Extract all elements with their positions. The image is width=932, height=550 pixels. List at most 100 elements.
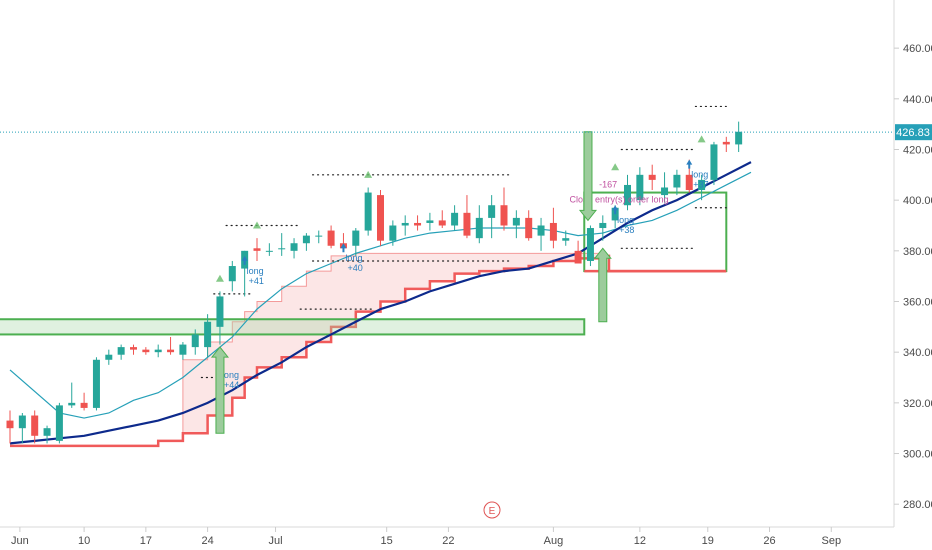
long-signal-arrow-icon: [686, 159, 693, 169]
candle-body[interactable]: [68, 402, 76, 406]
candle-body[interactable]: [204, 321, 212, 348]
candle-body[interactable]: [549, 222, 557, 241]
candle-body[interactable]: [537, 225, 545, 236]
signal-label: long: [345, 253, 362, 263]
candle-body[interactable]: [512, 217, 520, 226]
candle-body[interactable]: [525, 217, 533, 239]
triangle-marker-icon: [215, 274, 224, 282]
candle-body[interactable]: [167, 349, 175, 353]
candle-body[interactable]: [648, 174, 656, 180]
candle-body[interactable]: [302, 235, 310, 244]
y-tick-label: 340.00: [903, 347, 932, 359]
support-resistance-fills: [0, 191, 728, 448]
y-tick-label: 320.00: [903, 398, 932, 410]
candle-body[interactable]: [377, 195, 384, 241]
triangle-marker-icon: [253, 221, 261, 229]
last-price-badge: 426.83: [895, 124, 932, 141]
candle-body[interactable]: [278, 248, 286, 250]
candle-body[interactable]: [352, 230, 360, 246]
candle-body[interactable]: [438, 220, 446, 226]
long-signal-arrow-icon: [241, 255, 248, 265]
last-price-value: 426.83: [896, 127, 930, 139]
candle-body[interactable]: [105, 354, 113, 360]
candle-body[interactable]: [685, 174, 693, 191]
candle-body[interactable]: [179, 344, 187, 355]
candle-body[interactable]: [698, 179, 706, 191]
trade-signals: long+44long+41long+40long+38long+37Close…: [210, 131, 709, 434]
x-tick-label: 10: [78, 535, 90, 547]
candle-body[interactable]: [18, 415, 26, 429]
candle-body[interactable]: [426, 220, 434, 223]
signal-profit: +40: [347, 263, 362, 273]
candle-body[interactable]: [117, 347, 125, 355]
exit-note: Close entry(s) order long: [569, 195, 668, 205]
candle-body[interactable]: [661, 187, 669, 196]
long-signal-arrow-icon: [612, 205, 619, 215]
y-tick-label: 280.00: [903, 499, 932, 511]
candle-body[interactable]: [55, 405, 63, 441]
candle-body[interactable]: [624, 184, 631, 206]
candle-body[interactable]: [253, 248, 261, 251]
candle-body[interactable]: [265, 250, 273, 252]
signal-label: long: [247, 266, 264, 276]
candle-body[interactable]: [488, 205, 496, 218]
signal-profit: +37: [693, 180, 708, 190]
time-axis[interactable]: Jun 10 17 24 Jul 15 22 Aug 12 19 26 Sep: [11, 527, 841, 547]
candle-body[interactable]: [401, 222, 409, 226]
candle-body[interactable]: [228, 266, 236, 282]
long-signal-arrow-icon: [340, 243, 347, 253]
candle-body[interactable]: [191, 334, 199, 348]
big-up-arrow-icon: [210, 346, 229, 434]
y-tick-label: 440.00: [903, 94, 932, 106]
candle-body[interactable]: [673, 174, 681, 188]
candle-body[interactable]: [315, 235, 323, 237]
candle-body[interactable]: [722, 141, 730, 145]
support-shaded-area: [182, 252, 604, 434]
triangle-marker-icon: [697, 135, 706, 143]
y-tick-label: 400.00: [903, 195, 932, 207]
candle-body[interactable]: [475, 217, 483, 239]
candle-body[interactable]: [290, 243, 298, 251]
x-tick-label: 19: [702, 535, 714, 547]
candle-body[interactable]: [414, 222, 422, 226]
triangle-marker-icon: [364, 170, 373, 178]
candle-body[interactable]: [574, 250, 582, 264]
signal-label: long: [691, 170, 708, 180]
candle-body[interactable]: [599, 222, 607, 229]
big-up-arrow-icon: [593, 247, 612, 323]
price-axis[interactable]: 280.00 300.00 320.00 340.00 360.00 380.00 400.…: [894, 43, 932, 511]
candle-body[interactable]: [130, 347, 137, 350]
earnings-label: E: [489, 506, 496, 517]
candle-body[interactable]: [142, 349, 150, 353]
candlesticks[interactable]: [6, 121, 743, 444]
y-tick-label: 360.00: [903, 297, 932, 309]
candle-body[interactable]: [154, 349, 162, 353]
signal-label: long: [222, 370, 239, 380]
candle-body[interactable]: [6, 420, 14, 429]
candle-body[interactable]: [500, 205, 508, 226]
candle-body[interactable]: [364, 192, 372, 231]
signal-profit: +38: [619, 225, 634, 235]
triangle-marker-icon: [611, 163, 620, 171]
candle-body[interactable]: [389, 225, 397, 241]
candle-body[interactable]: [735, 131, 743, 145]
candle-body[interactable]: [216, 296, 224, 327]
candle-body[interactable]: [586, 228, 594, 261]
candle-body[interactable]: [92, 359, 100, 408]
candle-body[interactable]: [31, 415, 39, 436]
candle-body[interactable]: [80, 402, 88, 408]
candle-body[interactable]: [562, 238, 570, 241]
candle-body[interactable]: [327, 230, 335, 246]
y-tick-label: 380.00: [903, 246, 932, 258]
x-tick-label: Jul: [268, 535, 282, 547]
candle-body[interactable]: [43, 428, 51, 436]
big-down-arrow-icon: [578, 131, 598, 222]
candle-body[interactable]: [451, 212, 459, 226]
candle-body[interactable]: [636, 174, 644, 201]
signal-profit: +41: [249, 276, 264, 286]
earnings-marker[interactable]: E: [483, 501, 501, 519]
exit-note-value: -167: [599, 179, 617, 189]
candle-body[interactable]: [463, 212, 471, 236]
candle-body[interactable]: [710, 144, 718, 180]
